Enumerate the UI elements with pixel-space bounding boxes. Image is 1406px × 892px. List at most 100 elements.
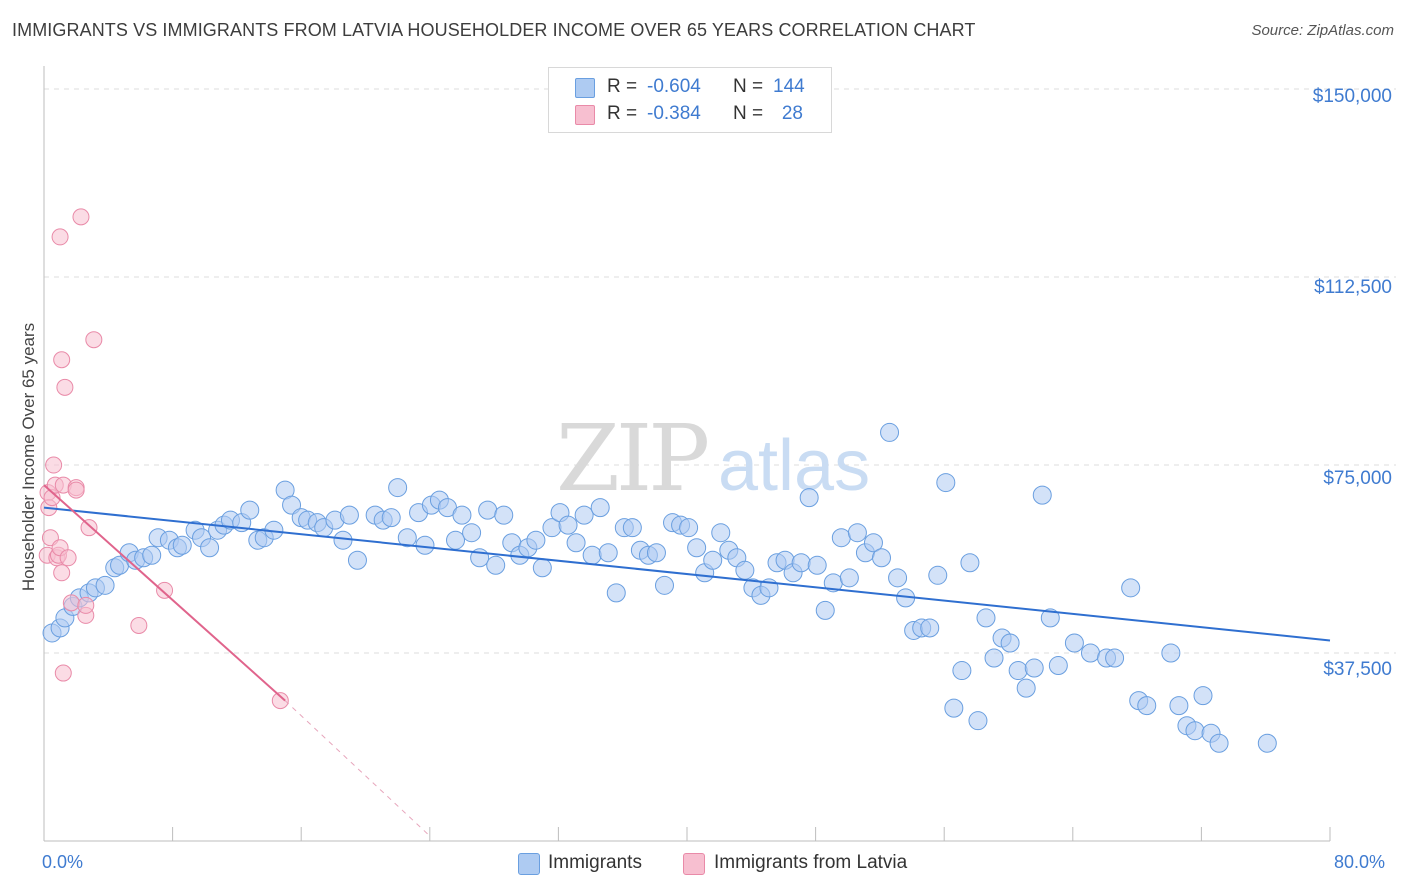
data-point-latvia bbox=[72, 208, 90, 226]
data-point-immigrants bbox=[172, 535, 192, 555]
data-point-immigrants bbox=[815, 600, 835, 620]
data-point-immigrants bbox=[880, 422, 900, 442]
data-point-immigrants bbox=[478, 500, 498, 520]
grid-layer bbox=[44, 88, 1396, 654]
data-point-immigrants bbox=[984, 648, 1004, 668]
legend-n-value: 144 bbox=[773, 76, 805, 97]
data-point-immigrants bbox=[532, 558, 552, 578]
data-point-latvia bbox=[59, 549, 77, 567]
data-point-immigrants bbox=[1000, 633, 1020, 653]
legend-swatch-blue bbox=[575, 78, 595, 98]
data-point-immigrants bbox=[976, 608, 996, 628]
legend-r-value: -0.604 bbox=[647, 76, 701, 97]
data-point-immigrants bbox=[1064, 633, 1084, 653]
data-point-immigrants bbox=[494, 505, 514, 525]
data-point-immigrants bbox=[872, 548, 892, 568]
data-point-immigrants bbox=[240, 500, 260, 520]
data-point-immigrants bbox=[347, 550, 367, 570]
data-point-latvia bbox=[53, 564, 71, 582]
data-point-immigrants bbox=[590, 498, 610, 518]
data-point-immigrants bbox=[847, 523, 867, 543]
data-point-immigrants bbox=[687, 538, 707, 558]
data-point-immigrants bbox=[735, 560, 755, 580]
data-point-latvia bbox=[156, 581, 174, 599]
data-point-immigrants bbox=[936, 473, 956, 493]
legend-n-label: N = bbox=[733, 103, 764, 124]
data-point-immigrants bbox=[799, 488, 819, 508]
data-point-immigrants bbox=[1185, 721, 1205, 741]
data-point-immigrants bbox=[1121, 578, 1141, 598]
data-point-immigrants bbox=[598, 543, 618, 563]
correlation-legend: R = -0.604 N = 144 R = -0.384 N = 28 bbox=[548, 67, 832, 133]
data-point-immigrants bbox=[807, 555, 827, 575]
data-point-immigrants bbox=[1080, 643, 1100, 663]
trend-line-immigrants bbox=[43, 506, 1331, 642]
data-point-latvia bbox=[53, 351, 71, 369]
data-point-latvia bbox=[67, 481, 85, 499]
y-tick-label: $112,500 bbox=[1314, 277, 1392, 298]
data-point-immigrants bbox=[1193, 686, 1213, 706]
data-point-immigrants bbox=[952, 661, 972, 681]
y-tick-label: $75,000 bbox=[1323, 468, 1392, 489]
data-point-immigrants bbox=[462, 523, 482, 543]
trend-line-latvia-extension bbox=[284, 700, 431, 837]
source-credit: Source: ZipAtlas.com bbox=[1251, 22, 1394, 39]
data-point-latvia bbox=[130, 616, 148, 634]
data-point-immigrants bbox=[1209, 733, 1229, 753]
trend-line-latvia bbox=[43, 484, 286, 702]
x-tick-label-min: 0.0% bbox=[42, 852, 84, 872]
chart-title: IMMIGRANTS VS IMMIGRANTS FROM LATVIA HOU… bbox=[12, 20, 976, 40]
legend-r-value: -0.384 bbox=[647, 103, 701, 124]
legend-swatch-immigrants bbox=[518, 853, 540, 875]
x-tick-label-max: 80.0% bbox=[1334, 852, 1386, 872]
data-point-latvia bbox=[62, 594, 80, 612]
data-point-latvia bbox=[80, 519, 98, 537]
data-point-immigrants bbox=[622, 518, 642, 538]
immigrants-points bbox=[42, 422, 1277, 753]
data-point-immigrants bbox=[388, 478, 408, 498]
data-point-immigrants bbox=[200, 538, 220, 558]
data-point-immigrants bbox=[839, 568, 859, 588]
y-axis-label: Householder Income Over 65 years bbox=[19, 322, 38, 592]
data-point-immigrants bbox=[968, 711, 988, 731]
data-point-immigrants bbox=[944, 698, 964, 718]
data-point-immigrants bbox=[452, 505, 472, 525]
data-point-immigrants bbox=[397, 528, 417, 548]
data-point-immigrants bbox=[1105, 648, 1125, 668]
data-point-immigrants bbox=[1169, 696, 1189, 716]
watermark: ZIP atlas bbox=[556, 405, 870, 512]
data-point-latvia bbox=[271, 692, 289, 710]
data-point-immigrants bbox=[928, 565, 948, 585]
y-tick-label: $150,000 bbox=[1312, 86, 1392, 107]
data-point-immigrants bbox=[333, 530, 353, 550]
legend-n-value: 28 bbox=[781, 103, 803, 124]
data-point-immigrants bbox=[339, 505, 359, 525]
legend-row-latvia: R = -0.384 N = 28 bbox=[549, 101, 831, 127]
data-point-immigrants bbox=[1024, 658, 1044, 678]
data-point-immigrants bbox=[582, 545, 602, 565]
legend-label-latvia: Immigrants from Latvia bbox=[714, 852, 908, 873]
data-point-latvia bbox=[45, 456, 63, 474]
data-point-immigrants bbox=[679, 518, 699, 538]
data-point-immigrants bbox=[1257, 733, 1277, 753]
data-point-immigrants bbox=[1161, 643, 1181, 663]
latvia-points bbox=[38, 208, 289, 710]
axes-layer bbox=[43, 66, 1331, 842]
legend-row-immigrants: R = -0.604 N = 144 bbox=[549, 74, 831, 100]
data-point-latvia bbox=[56, 378, 74, 396]
data-point-immigrants bbox=[526, 530, 546, 550]
data-point-immigrants bbox=[863, 533, 883, 553]
watermark-zip: ZIP bbox=[556, 405, 707, 512]
data-point-latvia bbox=[51, 228, 69, 246]
data-point-immigrants bbox=[415, 535, 435, 555]
data-point-immigrants bbox=[1040, 608, 1060, 628]
data-point-latvia bbox=[54, 664, 72, 682]
watermark-atlas: atlas bbox=[718, 426, 870, 506]
data-point-immigrants bbox=[446, 530, 466, 550]
data-point-immigrants bbox=[1016, 678, 1036, 698]
data-point-immigrants bbox=[282, 495, 302, 515]
legend-r-label: R = bbox=[607, 103, 638, 124]
data-point-immigrants bbox=[558, 515, 578, 535]
legend-label-immigrants: Immigrants bbox=[548, 852, 642, 873]
